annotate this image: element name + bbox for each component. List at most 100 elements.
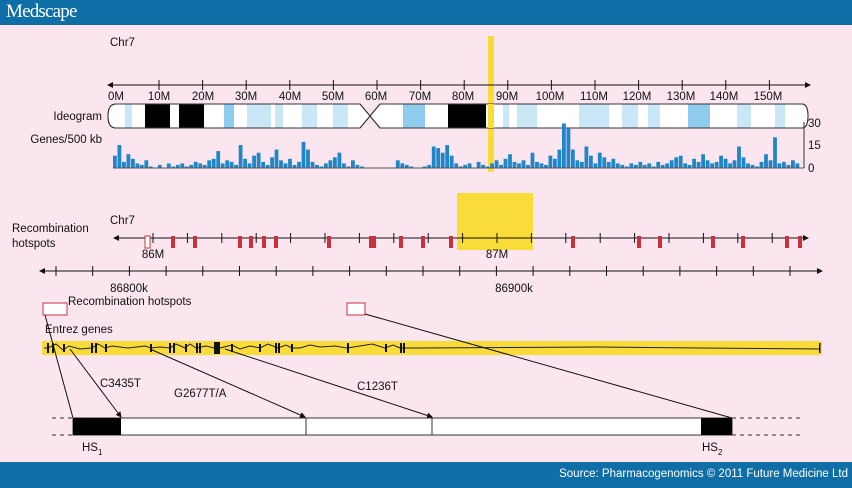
density-bar	[337, 152, 342, 168]
density-bar	[288, 158, 292, 168]
density-bar	[566, 128, 571, 168]
density-bar	[548, 155, 553, 168]
density-bar	[656, 161, 661, 168]
density-bar	[485, 166, 490, 168]
density-bar	[535, 161, 539, 168]
density-bar	[615, 163, 620, 168]
ideogram	[107, 103, 809, 129]
density-bar	[553, 158, 557, 168]
density-bar	[773, 137, 777, 168]
hs1-label: HS1	[82, 442, 103, 457]
density-bar	[395, 160, 400, 168]
density-bar	[449, 155, 454, 168]
density-bar	[261, 161, 265, 168]
density-bar	[220, 163, 225, 168]
density-bar	[342, 163, 346, 168]
density-bar	[467, 163, 472, 168]
snp-arrow-c3435t	[69, 348, 122, 418]
ideogram-label: Ideogram	[53, 111, 102, 123]
tick-label: 40M	[279, 91, 301, 103]
density-bar	[481, 164, 485, 168]
density-bar	[202, 164, 207, 168]
density-axis-mid: 15	[808, 140, 821, 152]
density-bar	[620, 164, 625, 168]
region-chr-label: Chr7	[110, 215, 135, 227]
density-bar	[139, 164, 144, 168]
density-bar	[701, 154, 705, 168]
density-bar	[463, 164, 467, 168]
density-bar	[229, 161, 234, 168]
density-bar	[252, 155, 256, 168]
density-bar	[746, 163, 750, 168]
haplotype-block	[52, 417, 800, 436]
density-bar	[319, 166, 324, 168]
tick-label-86m: 86M	[142, 249, 164, 261]
density-bar	[642, 164, 647, 168]
density-bar	[526, 164, 530, 168]
header-bar: Medscape	[0, 0, 852, 25]
density-bar	[180, 163, 185, 168]
tick-label: 60M	[365, 91, 387, 103]
density-bar	[324, 163, 328, 168]
density-bar	[148, 166, 153, 168]
density-bar	[759, 161, 764, 168]
density-bar	[122, 161, 126, 168]
density-bar	[243, 158, 247, 168]
density-bar	[436, 148, 441, 168]
density-bar	[633, 164, 638, 168]
density-bar	[225, 160, 230, 168]
density-bar	[490, 163, 494, 168]
hs2-label: HS2	[702, 442, 723, 457]
density-bar	[301, 141, 306, 168]
footer-bar: Source: Pharmacogenomics © 2011 Future M…	[0, 462, 852, 488]
density-bar	[732, 160, 737, 168]
density-bar	[351, 160, 355, 168]
density-bar	[346, 166, 351, 168]
tick-label: 100M	[536, 91, 565, 103]
tick-label: 10M	[148, 91, 170, 103]
density-bar	[315, 164, 319, 168]
hotspot-box-2	[346, 302, 366, 316]
density-bar	[571, 149, 575, 168]
density-bar	[602, 157, 607, 168]
density-label: Genes/500 kb	[30, 134, 102, 146]
density-bar	[741, 157, 746, 168]
density-bar	[750, 164, 755, 168]
density-bar	[687, 164, 692, 168]
density-bar	[234, 164, 238, 168]
density-bar	[593, 163, 598, 168]
density-bar	[135, 163, 140, 168]
density-bar	[297, 161, 301, 168]
density-bar	[476, 161, 481, 168]
density-bar	[647, 163, 652, 168]
density-bar	[422, 166, 427, 168]
density-bar	[503, 158, 508, 168]
density-bar	[777, 163, 782, 168]
density-bar	[310, 161, 315, 168]
chr-ticks	[158, 80, 770, 90]
density-bar	[683, 163, 688, 168]
density-bar	[270, 157, 274, 168]
density-bar	[669, 160, 674, 168]
snp-label-g2677t: G2677T/A	[174, 388, 227, 400]
density-bar	[400, 163, 405, 168]
density-bar	[705, 160, 710, 168]
density-bar	[791, 160, 795, 168]
density-bar	[723, 158, 728, 168]
density-bar	[584, 146, 589, 168]
density-bar	[665, 163, 670, 168]
density-bar	[189, 164, 194, 168]
density-bar	[710, 163, 714, 168]
snp-arrow-g2677t	[149, 348, 306, 418]
density-bar	[638, 161, 643, 168]
density-bar	[755, 166, 759, 168]
medscape-logo: Medscape	[6, 1, 77, 22]
density-bar	[530, 152, 535, 168]
tick-label: 120M	[623, 91, 652, 103]
snp-label-c3435t: C3435T	[100, 378, 141, 390]
density-bar	[597, 152, 602, 168]
density-bar	[606, 161, 611, 168]
density-bar	[629, 163, 634, 168]
tick-label: 130M	[667, 91, 696, 103]
density-bar	[714, 161, 719, 168]
